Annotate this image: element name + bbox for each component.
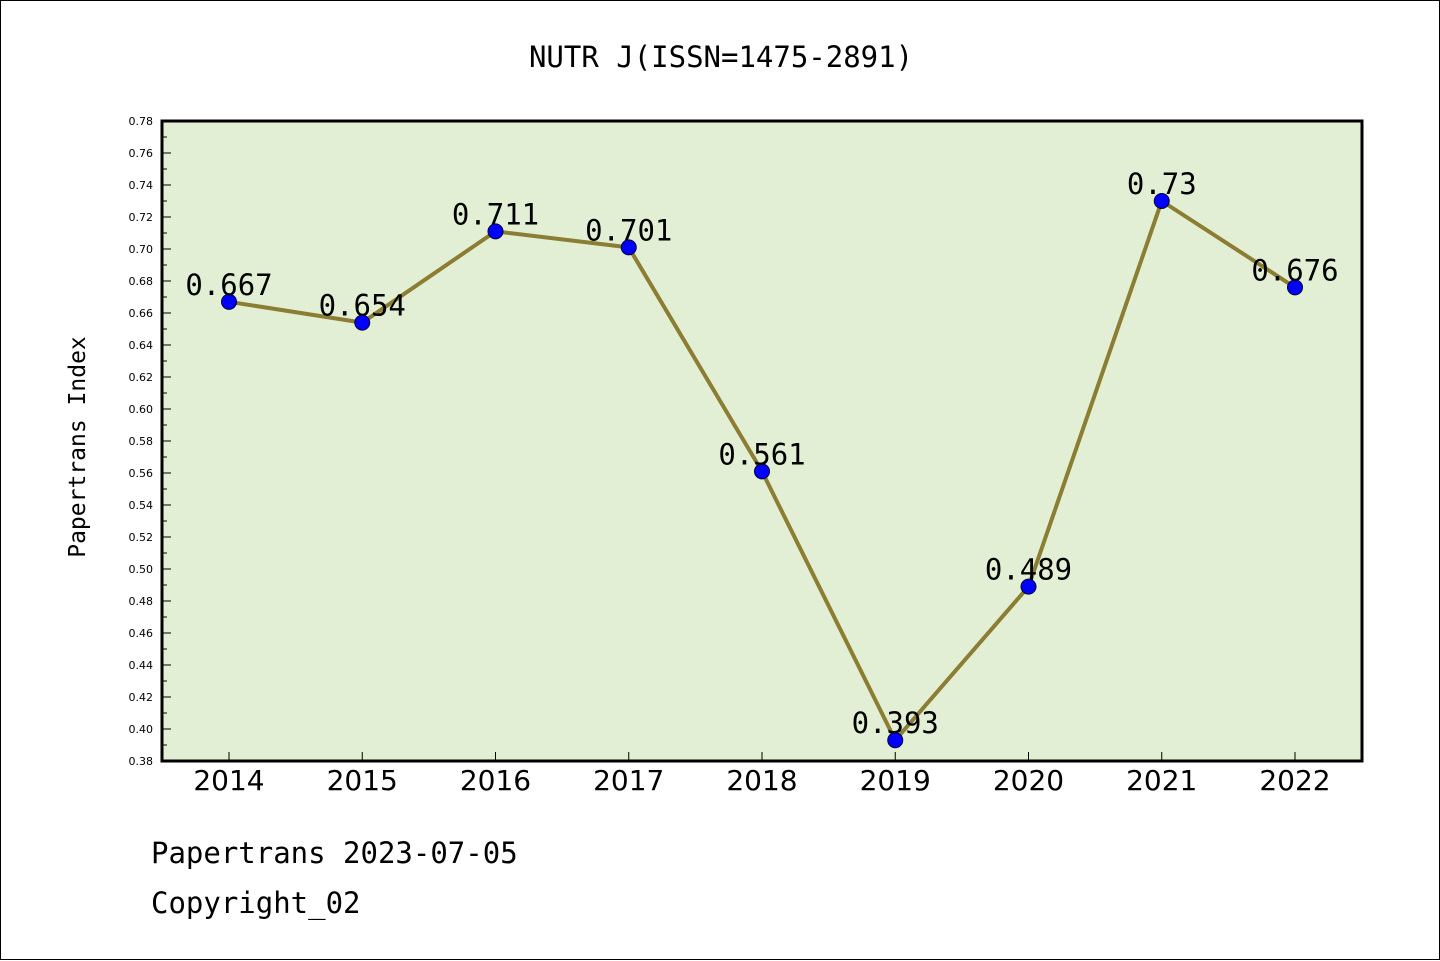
data-label: 0.654 — [319, 289, 406, 323]
y-tick-label: 0.60 — [129, 403, 154, 416]
x-tick-label: 2014 — [193, 764, 264, 797]
y-tick-label: 0.48 — [129, 595, 154, 608]
y-tick-label: 0.78 — [129, 115, 154, 128]
x-tick-label: 2019 — [860, 764, 931, 797]
data-point — [754, 463, 770, 480]
y-tick-label: 0.70 — [129, 243, 154, 256]
y-axis-ticks: 0.38 0.40 0.42 0.44 0.46 0.48 0.50 0.52 0.54 0.56… — [129, 115, 171, 768]
data-point — [1020, 578, 1037, 595]
y-tick-label: 0.56 — [129, 467, 154, 480]
y-tick-label: 0.58 — [129, 435, 154, 448]
plot-area — [162, 121, 1362, 761]
y-tick-label: 0.68 — [129, 275, 154, 288]
data-label: 0.73 — [1127, 167, 1197, 201]
data-label: 0.701 — [585, 213, 672, 247]
data-point — [620, 239, 637, 256]
data-point — [1153, 193, 1170, 209]
y-tick-label: 0.66 — [129, 307, 154, 320]
y-tick-label: 0.74 — [129, 179, 154, 192]
x-tick-label: 2018 — [726, 764, 797, 797]
y-tick-label: 0.62 — [129, 371, 154, 384]
y-tick-label: 0.42 — [129, 691, 154, 704]
series-layer: 0.667 0.654 0.711 0.701 0.561 0.393 0.489 0.73 0… — [185, 167, 1339, 749]
data-point — [487, 223, 504, 240]
data-point — [221, 293, 237, 310]
y-tick-label: 0.46 — [129, 627, 154, 640]
x-tick-label: 2021 — [1126, 764, 1197, 797]
x-tick-label: 2017 — [593, 764, 664, 797]
footer-date-text: Papertrans 2023-07-05 — [151, 836, 518, 870]
x-tick-label: 2016 — [460, 764, 531, 797]
data-label: 0.711 — [452, 197, 539, 231]
plot-border — [160, 119, 1364, 763]
footer-copyright-text: Copyright_02 — [151, 886, 361, 920]
y-tick-label: 0.40 — [129, 723, 154, 736]
data-label: 0.676 — [1251, 253, 1338, 287]
data-label: 0.667 — [185, 268, 272, 302]
data-point — [354, 314, 371, 331]
x-tick-label: 2015 — [327, 764, 398, 797]
data-label: 0.393 — [852, 706, 939, 740]
data-point — [887, 732, 904, 749]
y-tick-label: 0.76 — [129, 147, 154, 160]
y-tick-label: 0.54 — [129, 499, 154, 512]
y-tick-label: 0.50 — [129, 563, 154, 576]
y-tick-label: 0.38 — [129, 755, 154, 768]
x-tick-label: 2020 — [993, 764, 1064, 797]
y-tick-label: 0.52 — [129, 531, 154, 544]
y-axis-label: Papertrans Index — [65, 336, 91, 558]
data-label: 0.561 — [718, 437, 805, 471]
y-tick-label: 0.44 — [129, 659, 154, 672]
x-tick-label: 2022 — [1259, 764, 1330, 797]
y-tick-label: 0.72 — [129, 211, 154, 224]
x-axis-ticks: 2014 2015 2016 2017 2018 2019 2020 2021 2022 — [193, 752, 1331, 797]
chart-title: NUTR J(ISSN=1475-2891) — [529, 40, 913, 74]
y-tick-label: 0.64 — [129, 339, 154, 352]
data-label: 0.489 — [985, 553, 1072, 587]
data-point — [1287, 279, 1303, 296]
